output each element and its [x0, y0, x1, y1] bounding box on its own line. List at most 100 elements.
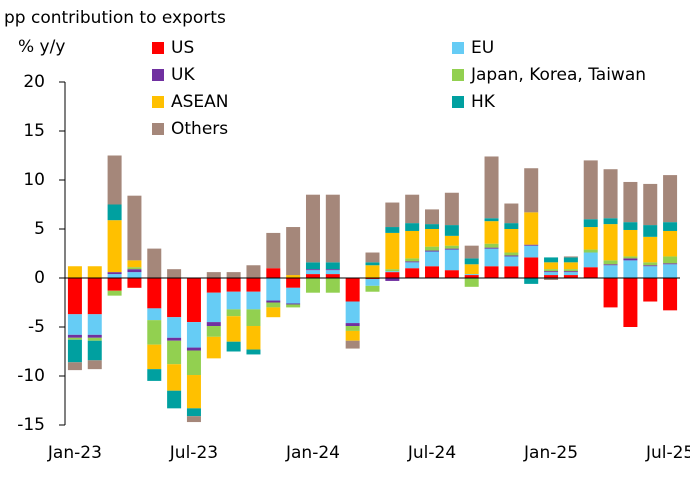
x-tick-label: Jul-25 [645, 443, 690, 463]
bar-segment [385, 272, 400, 278]
bar-segment [345, 326, 360, 331]
bar-segment [603, 265, 618, 278]
bar-segment [405, 223, 420, 231]
legend-label: Others [171, 119, 228, 139]
bar-segment [623, 260, 638, 278]
bar-segment [504, 252, 519, 256]
bar-segment [246, 349, 261, 355]
legend-swatch [452, 69, 464, 81]
bar-segment [563, 272, 578, 276]
bar-segment [504, 203, 519, 224]
bar-segment [226, 341, 241, 352]
bar-segment [504, 266, 519, 278]
bar-segment [266, 278, 281, 301]
y-tick-label: 15 [23, 121, 45, 141]
bar-segment [67, 334, 82, 338]
bar-segment [623, 258, 638, 261]
bar-segment [583, 267, 598, 278]
bar-segment [405, 230, 420, 259]
bar-segment [305, 194, 320, 263]
bar-segment [147, 278, 162, 309]
bar-segment [286, 278, 301, 288]
bar-segment [305, 269, 320, 271]
bar-segment [67, 278, 82, 315]
bar-segment [186, 322, 201, 348]
bar-segment [365, 285, 380, 292]
bar-segment [663, 256, 678, 264]
bar-segment [425, 250, 440, 252]
bar-segment [246, 309, 261, 327]
bar-segment [325, 278, 340, 293]
bar-segment [425, 209, 440, 225]
bar-segment [325, 194, 340, 263]
bar-segment [147, 308, 162, 321]
bar-segment [206, 272, 221, 278]
legend-label: HK [471, 92, 496, 112]
bar-segment [504, 223, 519, 229]
bar-segment [425, 224, 440, 229]
bar-segment [186, 408, 201, 417]
y-tick-label: -5 [28, 317, 45, 337]
x-tick-label: Jan-24 [285, 443, 340, 463]
bar-segment [425, 229, 440, 247]
bar-segment [544, 275, 559, 278]
bar-segment [107, 290, 122, 296]
bar-segment [623, 222, 638, 230]
bar-segment [563, 271, 578, 273]
bar-segment [563, 275, 578, 278]
x-tick-label: Jul-24 [407, 443, 456, 463]
legend-swatch [152, 96, 164, 108]
bar-segment [405, 258, 420, 262]
bar-segment [583, 227, 598, 250]
bar-segment [107, 204, 122, 221]
bar-segment [266, 302, 281, 308]
bar-segment [643, 278, 658, 302]
bar-segment [167, 278, 182, 318]
bar-segment [484, 247, 499, 249]
bar-segment [325, 269, 340, 271]
bar-segment [226, 272, 241, 278]
bar-segment [504, 229, 519, 253]
bar-segment [425, 246, 440, 251]
bar-segment [206, 326, 221, 337]
y-tick-label: 5 [34, 219, 45, 239]
bar-segment [405, 262, 420, 269]
bar-segment [405, 268, 420, 278]
bar-segment [127, 278, 142, 288]
bar-segment [464, 275, 479, 278]
bar-segment [167, 390, 182, 409]
bar-segment [246, 265, 261, 278]
bar-segment [286, 287, 301, 304]
bar-segment [246, 291, 261, 310]
bar-segment [305, 262, 320, 270]
bar-segment [305, 274, 320, 278]
bar-segment [385, 202, 400, 228]
bar-segment [425, 251, 440, 267]
bar-segment [583, 219, 598, 228]
bar-segment [524, 257, 539, 278]
bar-segment [524, 244, 539, 246]
bar-segment [107, 155, 122, 205]
legend-swatch [152, 42, 164, 54]
bar-segment [484, 156, 499, 219]
legend-swatch [452, 96, 464, 108]
bar-segment [87, 278, 102, 315]
bar-segment [325, 274, 340, 278]
bar-segment [127, 195, 142, 261]
bar-segment [206, 292, 221, 323]
bar-segment [385, 271, 400, 273]
legend-label: UK [171, 65, 195, 85]
bar-segment [345, 323, 360, 327]
bar-segment [663, 263, 678, 265]
bar-segment [365, 265, 380, 278]
bar-segment [246, 278, 261, 292]
bar-segment [504, 255, 519, 257]
bar-segment [464, 278, 479, 287]
legend-label: EU [471, 38, 494, 58]
bar-segment [663, 230, 678, 257]
bar-segment [345, 278, 360, 302]
bar-segment [563, 257, 578, 263]
bar-segment [206, 322, 221, 327]
bar-segment [444, 225, 459, 236]
bar-segment [147, 248, 162, 278]
